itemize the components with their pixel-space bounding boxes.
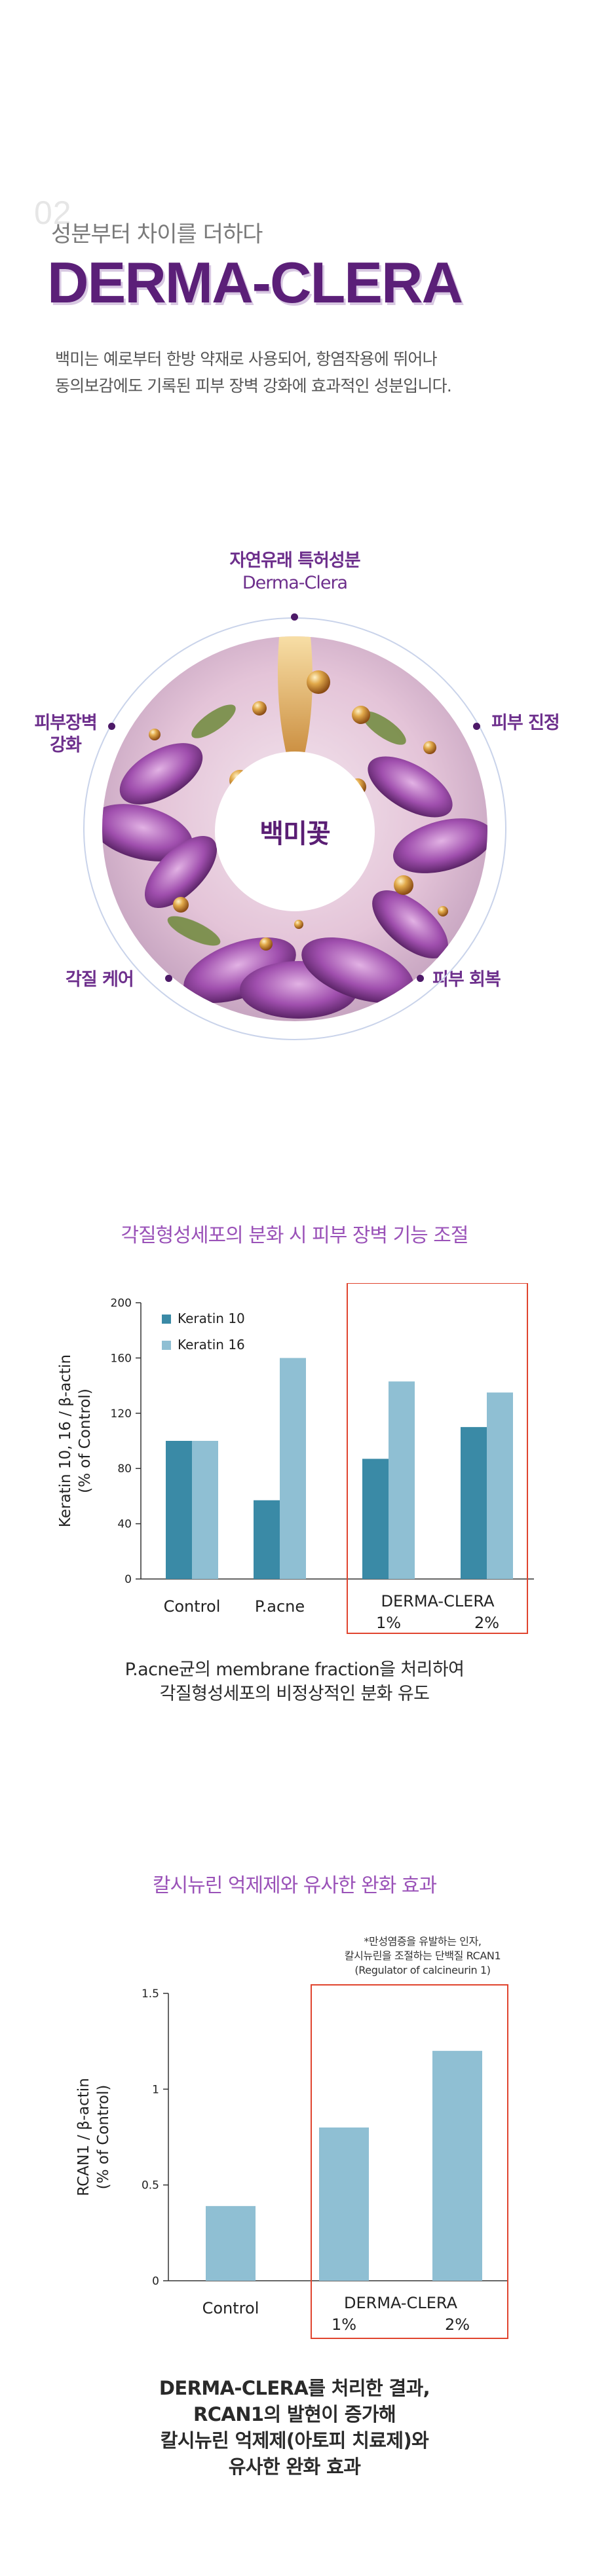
chart1-caption-line: P.acne균의 membrane fraction을 처리하여 bbox=[124, 1660, 465, 1680]
description-line: 백미는 예로부터 한방 약재로 사용되어, 항염작용에 뛰어나 bbox=[55, 350, 438, 369]
dot-top bbox=[291, 613, 298, 621]
y-tick-label: 1 bbox=[152, 2083, 159, 2096]
label-left-line1: 피부장벽 bbox=[34, 713, 97, 733]
x-tick-label: Control bbox=[202, 2299, 259, 2317]
center-disc bbox=[215, 752, 375, 911]
section-number: 02 bbox=[34, 194, 72, 231]
center-label: 백미꽃 bbox=[259, 819, 330, 849]
y-tick-label: 200 bbox=[111, 1297, 132, 1310]
flower-image bbox=[102, 636, 487, 1021]
y-tick-label: 0 bbox=[124, 1573, 132, 1586]
chart2-caption-line: RCAN1의 발현이 증가해 bbox=[193, 2403, 396, 2425]
chart1-highlight-box bbox=[347, 1283, 528, 1634]
label-left-line2: 강화 bbox=[50, 735, 82, 755]
section-subtitle: 성분부터 차이를 더하다 bbox=[51, 221, 263, 247]
y-tick-label: 0.5 bbox=[142, 2179, 159, 2192]
x-group-header: DERMA-CLERA bbox=[381, 1592, 495, 1610]
y-tick-label: 120 bbox=[111, 1407, 132, 1421]
bar-keratin-10-3 bbox=[461, 1426, 487, 1579]
label-top: 자연유래 특허성분 Derma-Clera bbox=[197, 550, 393, 594]
chart2-highlight-box bbox=[311, 1984, 508, 2339]
y-tick-label: 0 bbox=[152, 2275, 159, 2288]
chart1-svg: 0 40 80 120 160 200 Control P.acne 1% 2% DERMA-CL… bbox=[57, 1283, 534, 1634]
dot-left bbox=[108, 723, 115, 730]
label-top-line2: Derma-Clera bbox=[242, 573, 348, 593]
label-top-line1: 자연유래 특허성분 bbox=[229, 551, 360, 571]
y-tick-label: 40 bbox=[117, 1518, 132, 1531]
chart2-title: 칼시뉴린 억제제와 유사한 완화 효과 bbox=[152, 1874, 437, 1897]
bar-keratin-16-0 bbox=[192, 1441, 218, 1579]
chart2-y-label-line2: (% of Control) bbox=[95, 2085, 112, 2190]
legend-label: Keratin 16 bbox=[178, 1337, 245, 1352]
bar-keratin-10-1 bbox=[254, 1500, 280, 1579]
x-tick-label: P.acne bbox=[255, 1597, 305, 1616]
legend-label: Keratin 10 bbox=[178, 1311, 245, 1326]
footnote-line: 칼시뉴린을 조절하는 단백질 RCAN1 bbox=[344, 1950, 501, 1962]
x-tick-label: Control bbox=[164, 1597, 221, 1616]
bar-keratin-16-2 bbox=[389, 1381, 415, 1579]
bar-value-0 bbox=[206, 2205, 256, 2281]
chart2-svg: 0 0.5 1 1.5 Control 1% 2% DERMA-CLERA RCAN1 / … bbox=[75, 1984, 508, 2339]
footnote-line: *만성염증을 유발하는 인자, bbox=[364, 1935, 482, 1948]
chart2-caption-line: 칼시뉴린 억제제(아토피 치료제)와 bbox=[160, 2429, 429, 2452]
x-tick-label: 1% bbox=[332, 2315, 356, 2334]
bar-value-1 bbox=[319, 2127, 369, 2281]
bar-keratin-16-1 bbox=[280, 1358, 306, 1579]
dot-right bbox=[473, 723, 480, 730]
footnote-line: (Regulator of calcineurin 1) bbox=[354, 1964, 491, 1976]
bar-value-2 bbox=[432, 2050, 482, 2281]
bar-keratin-10-0 bbox=[166, 1441, 192, 1579]
label-bottom-left: 각질 케어 bbox=[66, 970, 134, 990]
x-tick-label: 2% bbox=[445, 2315, 470, 2334]
legend-swatch bbox=[162, 1315, 171, 1324]
dot-bottom-right bbox=[417, 975, 424, 982]
ingredient-diagram: 자연유래 특허성분 Derma-Clera 피부장벽 강화 피부 진정 각질 케… bbox=[0, 537, 589, 1061]
x-group-header: DERMA-CLERA bbox=[344, 2294, 458, 2312]
chart2-caption-line: 유사한 완화 효과 bbox=[228, 2456, 361, 2478]
bar-keratin-16-3 bbox=[487, 1392, 513, 1579]
bar-keratin-10-2 bbox=[362, 1459, 389, 1579]
chart2-footnote: *만성염증을 유발하는 인자, 칼시뉴린을 조절하는 단백질 RCAN1 (Re… bbox=[292, 1934, 554, 1978]
x-tick-label: 1% bbox=[376, 1614, 401, 1632]
y-tick-label: 80 bbox=[117, 1462, 132, 1476]
chart1-y-label-line2: (% of Control) bbox=[77, 1388, 94, 1493]
page-title: DERMA-CLERA bbox=[47, 250, 463, 315]
y-tick-label: 1.5 bbox=[142, 1987, 159, 2001]
label-right: 피부 진정 bbox=[491, 713, 560, 733]
chart1-title: 각질형성세포의 분화 시 피부 장벽 기능 조절 bbox=[121, 1224, 468, 1247]
chart2-y-label-line1: RCAN1 / β-actin bbox=[75, 2078, 92, 2196]
x-tick-label: 2% bbox=[474, 1614, 499, 1632]
description: 백미는 예로부터 한방 약재로 사용되어, 항염작용에 뛰어나 동의보감에도 기… bbox=[55, 346, 566, 399]
chart2-caption-line: DERMA-CLERA를 처리한 결과, bbox=[159, 2377, 430, 2399]
flower-illustration bbox=[102, 636, 487, 1021]
dot-bottom-left bbox=[165, 975, 172, 982]
chart1-y-label-line1: Keratin 10, 16 / β-actin bbox=[57, 1354, 74, 1527]
chart1-caption: P.acne균의 membrane fraction을 처리하여 각질형성세포의… bbox=[0, 1658, 589, 1706]
y-tick-label: 160 bbox=[111, 1352, 132, 1365]
chart2-caption: DERMA-CLERA를 처리한 결과, RCAN1의 발현이 증가해 칼시뉴린… bbox=[0, 2375, 589, 2480]
legend-swatch bbox=[162, 1341, 171, 1350]
description-line: 동의보감에도 기록된 피부 장벽 강화에 효과적인 성분입니다. bbox=[55, 376, 452, 395]
label-left: 피부장벽 강화 bbox=[20, 712, 111, 757]
chart1-caption-line: 각질형성세포의 비정상적인 분화 유도 bbox=[159, 1684, 430, 1704]
